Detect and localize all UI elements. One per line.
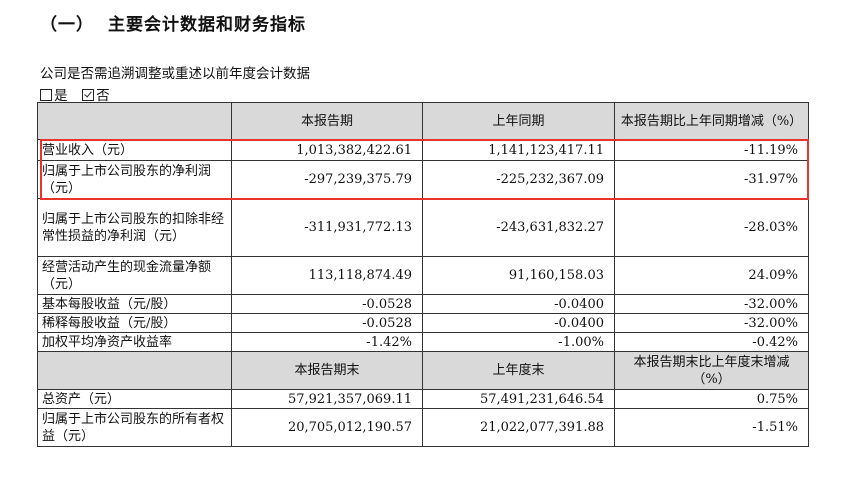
financial-indicators-table: 本报告期 上年同期 本报告期比上年同期增减（%） 营业收入（元） 1,013,3… bbox=[37, 102, 809, 447]
no-checkbox-checked bbox=[82, 89, 95, 101]
table2-header-row: 本报告期末 上年度末 本报告期末比上年度末增减（%） bbox=[37, 351, 809, 390]
value-cell: 57,491,231,646.54 bbox=[422, 389, 615, 409]
value-cell: -243,631,832.27 bbox=[422, 198, 615, 257]
header-cell-current: 本报告期 bbox=[231, 102, 423, 140]
table-row: 营业收入（元） 1,013,382,422.61 1,141,123,417.1… bbox=[37, 139, 809, 161]
value-cell: -1.51% bbox=[614, 408, 809, 447]
restatement-question: 公司是否需追溯调整或重述以前年度会计数据 bbox=[40, 66, 310, 82]
table1-header-row: 本报告期 上年同期 本报告期比上年同期增减（%） bbox=[37, 102, 809, 140]
row-label: 稀释每股收益（元/股） bbox=[37, 313, 232, 333]
value-cell: -11.19% bbox=[614, 139, 809, 161]
header-cell-change: 本报告期末比上年度末增减（%） bbox=[614, 351, 809, 390]
section-title: 主要会计数据和财务指标 bbox=[108, 15, 306, 35]
row-label: 总资产（元） bbox=[37, 389, 232, 409]
value-cell: 20,705,012,190.57 bbox=[231, 408, 423, 447]
value-cell: 57,921,357,069.11 bbox=[231, 389, 423, 409]
table-row: 加权平均净资产收益率 -1.42% -1.00% -0.42% bbox=[37, 332, 809, 352]
value-cell: -0.42% bbox=[614, 332, 809, 352]
restatement-options: 是 否 bbox=[40, 84, 110, 104]
header-cell-change: 本报告期比上年同期增减（%） bbox=[614, 102, 809, 140]
row-label: 基本每股收益（元/股） bbox=[37, 294, 232, 314]
value-cell: 113,118,874.49 bbox=[231, 256, 423, 295]
value-cell: -0.0528 bbox=[231, 313, 423, 333]
value-cell: -32.00% bbox=[614, 313, 809, 333]
table-row: 归属于上市公司股东的所有者权益（元） 20,705,012,190.57 21,… bbox=[37, 408, 809, 447]
header-cell-prior: 上年同期 bbox=[422, 102, 615, 140]
row-label: 归属于上市公司股东的净利润（元） bbox=[37, 160, 232, 199]
row-label: 经营活动产生的现金流量净额（元） bbox=[37, 256, 232, 295]
table-row: 归属于上市公司股东的净利润（元） -297,239,375.79 -225,23… bbox=[37, 160, 809, 199]
table-row: 基本每股收益（元/股） -0.0528 -0.0400 -32.00% bbox=[37, 294, 809, 314]
row-label: 加权平均净资产收益率 bbox=[37, 332, 232, 352]
yes-checkbox-unchecked bbox=[40, 89, 52, 101]
table-row: 经营活动产生的现金流量净额（元） 113,118,874.49 91,160,1… bbox=[37, 256, 809, 295]
header-cell-blank bbox=[37, 102, 232, 140]
table-row: 稀释每股收益（元/股） -0.0528 -0.0400 -32.00% bbox=[37, 313, 809, 333]
table-row: 总资产（元） 57,921,357,069.11 57,491,231,646.… bbox=[37, 389, 809, 409]
section-heading: （一） 主要会计数据和财务指标 bbox=[40, 10, 306, 35]
value-cell: -28.03% bbox=[614, 198, 809, 257]
yes-option-label: 是 bbox=[54, 88, 68, 104]
value-cell: -311,931,772.13 bbox=[231, 198, 423, 257]
value-cell: -225,232,367.09 bbox=[422, 160, 615, 199]
value-cell: -1.00% bbox=[422, 332, 615, 352]
value-cell: 24.09% bbox=[614, 256, 809, 295]
row-label: 归属于上市公司股东的所有者权益（元） bbox=[37, 408, 232, 447]
table-row: 归属于上市公司股东的扣除非经常性损益的净利润（元） -311,931,772.1… bbox=[37, 198, 809, 257]
header-cell-period-end: 本报告期末 bbox=[231, 351, 423, 390]
value-cell: 21,022,077,391.88 bbox=[422, 408, 615, 447]
value-cell: -0.0400 bbox=[422, 313, 615, 333]
value-cell: 1,141,123,417.11 bbox=[422, 139, 615, 161]
value-cell: -32.00% bbox=[614, 294, 809, 314]
section-number: （一） bbox=[40, 15, 94, 35]
value-cell: -0.0400 bbox=[422, 294, 615, 314]
value-cell: -1.42% bbox=[231, 332, 423, 352]
no-option-label: 否 bbox=[96, 88, 110, 104]
header-cell-blank bbox=[37, 351, 232, 390]
row-label: 营业收入（元） bbox=[37, 139, 232, 161]
value-cell: 1,013,382,422.61 bbox=[231, 139, 423, 161]
header-cell-prior-year-end: 上年度末 bbox=[422, 351, 615, 390]
value-cell: 91,160,158.03 bbox=[422, 256, 615, 295]
row-label: 归属于上市公司股东的扣除非经常性损益的净利润（元） bbox=[37, 198, 232, 257]
value-cell: -0.0528 bbox=[231, 294, 423, 314]
value-cell: -297,239,375.79 bbox=[231, 160, 423, 199]
value-cell: 0.75% bbox=[614, 389, 809, 409]
value-cell: -31.97% bbox=[614, 160, 809, 199]
